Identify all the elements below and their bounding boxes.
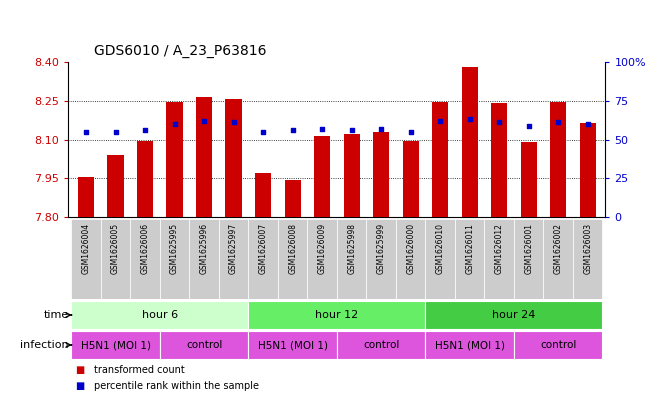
Bar [373,132,389,217]
Text: ■: ■ [75,381,84,391]
Point [288,127,298,133]
Text: control: control [540,340,576,350]
Text: GSM1625996: GSM1625996 [200,223,208,274]
Bar [160,219,189,299]
Text: GSM1626012: GSM1626012 [495,223,504,274]
Text: GSM1625999: GSM1625999 [377,223,385,274]
Bar [189,219,219,299]
Bar [491,103,507,217]
Bar [225,99,242,217]
Point [583,121,593,127]
Text: GSM1625998: GSM1625998 [347,223,356,274]
Bar [314,136,330,217]
Point [258,129,268,135]
Point [435,118,445,124]
Text: control: control [186,340,222,350]
Text: time: time [44,310,69,320]
Bar [550,102,566,217]
Text: GSM1626009: GSM1626009 [318,223,327,274]
Bar [167,102,183,217]
Point [169,121,180,127]
Bar [130,219,160,299]
Point [81,129,91,135]
Point [406,129,416,135]
Bar [579,123,596,217]
Bar [514,331,602,359]
Text: hour 12: hour 12 [315,310,359,320]
Bar [455,219,484,299]
Bar [278,219,307,299]
Text: H5N1 (MOI 1): H5N1 (MOI 1) [258,340,327,350]
Bar [284,180,301,217]
Text: hour 24: hour 24 [492,310,536,320]
Text: GSM1626011: GSM1626011 [465,223,474,274]
Point [464,116,475,123]
Bar [514,219,544,299]
Bar [544,219,573,299]
Text: GSM1626007: GSM1626007 [258,223,268,274]
Text: GDS6010 / A_23_P63816: GDS6010 / A_23_P63816 [94,44,267,58]
Bar [521,142,537,217]
Bar [337,219,367,299]
Text: GSM1626010: GSM1626010 [436,223,445,274]
Bar [101,219,130,299]
Bar [484,219,514,299]
Point [199,118,210,124]
Bar [249,301,425,329]
Text: transformed count: transformed count [94,365,185,375]
Text: GSM1625997: GSM1625997 [229,223,238,274]
Bar [137,141,153,217]
Text: GSM1626008: GSM1626008 [288,223,297,274]
Point [553,119,563,126]
Bar [249,219,278,299]
Text: percentile rank within the sample: percentile rank within the sample [94,381,259,391]
Bar [249,331,337,359]
Text: infection: infection [20,340,69,350]
Bar [78,177,94,217]
Point [229,119,239,126]
Text: H5N1 (MOI 1): H5N1 (MOI 1) [435,340,505,350]
Bar [432,102,449,217]
Bar [425,331,514,359]
Text: GSM1626006: GSM1626006 [141,223,150,274]
Bar [72,219,101,299]
Bar [425,301,602,329]
Bar [255,173,271,217]
Text: hour 6: hour 6 [142,310,178,320]
Point [317,125,327,132]
Bar [337,331,425,359]
Text: GSM1626005: GSM1626005 [111,223,120,274]
Bar [367,219,396,299]
Point [111,129,121,135]
Bar [396,219,425,299]
Bar [196,97,212,217]
Bar [425,219,455,299]
Bar [462,67,478,217]
Text: GSM1626004: GSM1626004 [81,223,90,274]
Text: GSM1626001: GSM1626001 [524,223,533,274]
Point [376,125,386,132]
Bar [160,331,249,359]
Bar [402,141,419,217]
Text: H5N1 (MOI 1): H5N1 (MOI 1) [81,340,150,350]
Bar [72,301,249,329]
Bar [219,219,249,299]
Text: GSM1625995: GSM1625995 [170,223,179,274]
Bar [72,331,160,359]
Point [523,122,534,129]
Text: control: control [363,340,399,350]
Bar [344,134,360,217]
Text: GSM1626002: GSM1626002 [554,223,562,274]
Text: ■: ■ [75,365,84,375]
Bar [573,219,602,299]
Point [140,127,150,133]
Bar [107,155,124,217]
Point [494,119,505,126]
Bar [307,219,337,299]
Point [346,127,357,133]
Text: GSM1626003: GSM1626003 [583,223,592,274]
Text: GSM1626000: GSM1626000 [406,223,415,274]
